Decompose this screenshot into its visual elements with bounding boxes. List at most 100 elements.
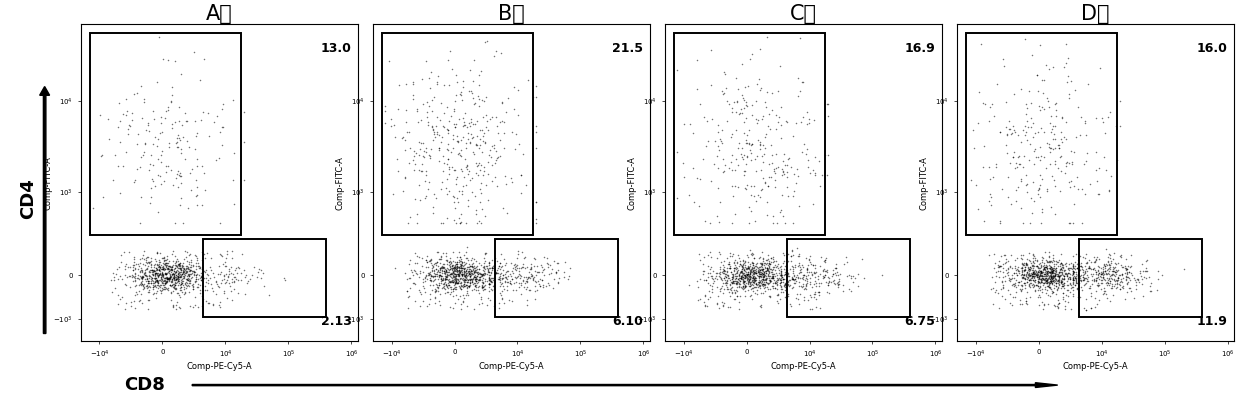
Point bbox=[123, 264, 143, 270]
Point bbox=[428, 267, 448, 274]
Point bbox=[438, 261, 458, 267]
Point bbox=[165, 273, 185, 279]
Point bbox=[546, 269, 565, 276]
Point bbox=[534, 254, 554, 260]
Point bbox=[463, 263, 482, 270]
Point bbox=[234, 139, 254, 145]
Point bbox=[1090, 276, 1110, 282]
Point bbox=[777, 267, 797, 273]
Point bbox=[234, 266, 254, 273]
Point bbox=[728, 270, 748, 277]
Point bbox=[469, 103, 489, 109]
Point bbox=[417, 172, 436, 178]
Point bbox=[435, 285, 455, 292]
Point bbox=[1081, 259, 1101, 265]
Point bbox=[1117, 289, 1137, 295]
Point bbox=[153, 282, 172, 289]
Point bbox=[191, 274, 211, 280]
Point bbox=[164, 271, 184, 277]
Point bbox=[1128, 278, 1148, 285]
Bar bbox=[787, 239, 910, 317]
Point bbox=[1011, 286, 1030, 292]
Point bbox=[149, 277, 169, 283]
Point bbox=[734, 278, 754, 284]
Point bbox=[455, 271, 475, 278]
Point bbox=[1055, 119, 1075, 125]
Point bbox=[986, 289, 1006, 295]
Point bbox=[138, 122, 157, 129]
Point bbox=[701, 81, 720, 88]
Point bbox=[1049, 281, 1069, 288]
Point bbox=[1013, 256, 1033, 262]
Point bbox=[479, 274, 498, 280]
Point bbox=[763, 274, 782, 281]
Point bbox=[719, 281, 739, 288]
Point bbox=[1118, 263, 1138, 269]
Point bbox=[734, 97, 754, 104]
Point bbox=[445, 276, 465, 282]
Point bbox=[1100, 265, 1120, 272]
Point bbox=[435, 277, 455, 283]
Point bbox=[405, 298, 425, 304]
Point bbox=[521, 261, 541, 267]
Point bbox=[210, 155, 229, 161]
Point bbox=[1101, 258, 1121, 264]
Point bbox=[1042, 265, 1061, 272]
Point bbox=[1073, 272, 1092, 278]
Point bbox=[1071, 186, 1091, 192]
Point bbox=[786, 119, 806, 126]
Point bbox=[448, 139, 467, 146]
Point bbox=[1065, 259, 1085, 265]
Point bbox=[138, 260, 157, 266]
Point bbox=[405, 196, 425, 202]
Point bbox=[1069, 266, 1089, 272]
Point bbox=[461, 90, 481, 96]
Point bbox=[1084, 276, 1104, 282]
Point bbox=[1014, 280, 1034, 286]
Point bbox=[554, 274, 574, 280]
Point bbox=[474, 274, 494, 281]
Point bbox=[1030, 107, 1050, 113]
Point bbox=[738, 271, 758, 277]
Point bbox=[138, 254, 157, 260]
Point bbox=[1035, 277, 1055, 283]
Point bbox=[145, 279, 165, 285]
Point bbox=[169, 103, 188, 110]
Point bbox=[491, 264, 511, 270]
Point bbox=[512, 249, 532, 255]
Point bbox=[124, 274, 144, 280]
Point bbox=[433, 273, 453, 279]
Point bbox=[750, 285, 770, 291]
Point bbox=[745, 168, 765, 174]
Point bbox=[445, 275, 465, 281]
Point bbox=[139, 278, 159, 284]
Point bbox=[1039, 258, 1059, 264]
Point bbox=[782, 284, 802, 291]
Point bbox=[988, 268, 1008, 274]
Point bbox=[427, 260, 446, 266]
Point bbox=[443, 293, 463, 300]
Point bbox=[466, 267, 486, 274]
Point bbox=[1001, 291, 1021, 297]
Point bbox=[986, 278, 1006, 285]
Point bbox=[1059, 265, 1079, 271]
Point bbox=[1066, 280, 1086, 286]
Point bbox=[451, 265, 471, 271]
Point bbox=[1033, 273, 1053, 279]
Point bbox=[177, 264, 197, 271]
Point bbox=[792, 284, 812, 290]
Point bbox=[1024, 270, 1044, 277]
Point bbox=[755, 264, 775, 270]
Point bbox=[448, 276, 467, 282]
Point bbox=[1053, 261, 1073, 268]
Point bbox=[206, 278, 226, 284]
Point bbox=[802, 262, 822, 269]
Point bbox=[135, 270, 155, 276]
Point bbox=[1028, 71, 1048, 78]
Point bbox=[760, 278, 780, 284]
Point bbox=[1095, 288, 1115, 295]
Point bbox=[769, 291, 789, 297]
Point bbox=[459, 283, 479, 289]
Point bbox=[428, 249, 448, 255]
Point bbox=[459, 283, 479, 290]
